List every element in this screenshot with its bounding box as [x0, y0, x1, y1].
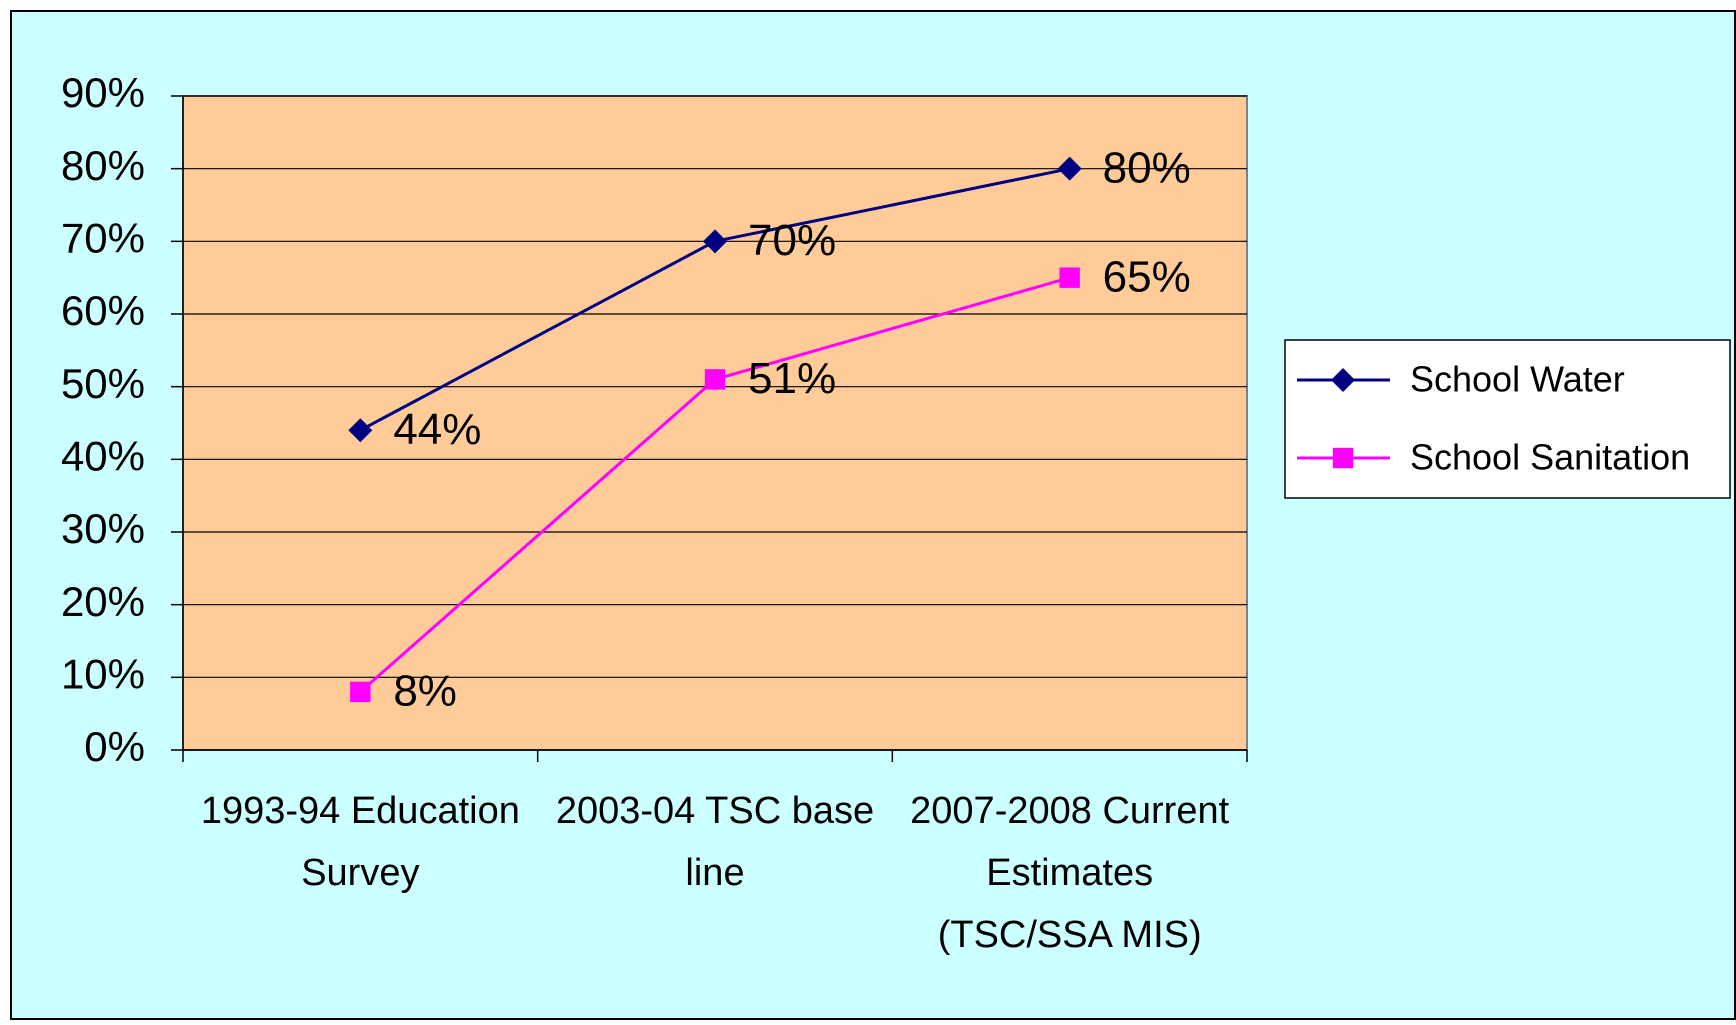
y-tick-label: 0% — [84, 723, 145, 770]
data-label: 80% — [1103, 143, 1191, 192]
y-tick-label: 70% — [61, 214, 145, 261]
legend-label: School Sanitation — [1410, 437, 1690, 478]
x-tick-label: Estimates — [986, 852, 1153, 894]
data-point — [1057, 156, 1082, 181]
y-tick-label: 40% — [61, 432, 145, 479]
x-tick-label: Survey — [301, 852, 419, 894]
legend-label: School Water — [1410, 359, 1625, 400]
x-tick-label: (TSC/SSA MIS) — [938, 914, 1202, 956]
x-tick-label: line — [685, 852, 744, 894]
x-tick-label: 2003-04 TSC base — [556, 790, 874, 832]
y-tick-label: 80% — [61, 142, 145, 189]
y-tick-label: 30% — [61, 505, 145, 552]
x-tick-label: 2007-2008 Current — [910, 790, 1229, 832]
data-label: 65% — [1103, 252, 1191, 301]
data-label: 8% — [393, 666, 457, 715]
plot-area — [182, 95, 1248, 751]
legend-marker — [1331, 368, 1355, 392]
data-label: 44% — [393, 405, 481, 454]
data-point — [703, 229, 727, 254]
y-tick-label: 10% — [61, 650, 145, 697]
y-tick-label: 60% — [61, 287, 145, 334]
data-point — [348, 418, 373, 443]
y-tick-label: 90% — [61, 69, 145, 116]
data-label: 51% — [748, 354, 836, 403]
y-tick-label: 50% — [61, 360, 145, 407]
data-label: 70% — [748, 216, 836, 265]
legend-marker — [1332, 447, 1354, 469]
legend — [1284, 339, 1731, 499]
y-tick-label: 20% — [61, 578, 145, 625]
x-tick-label: 1993-94 Education — [201, 790, 520, 832]
data-point — [350, 681, 371, 703]
data-point — [704, 369, 726, 390]
data-point — [1059, 267, 1080, 288]
